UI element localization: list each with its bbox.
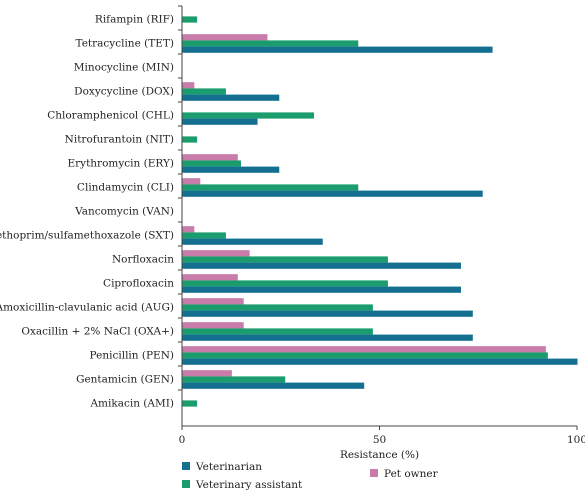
- category-label: Rifampin (RIF): [95, 14, 174, 26]
- bar-veterinarian-1: [182, 46, 493, 53]
- bar-veterinarian-7: [182, 190, 483, 197]
- category-label: Nitrofurantoin (NIT): [65, 134, 174, 146]
- bar-veterinarian-12: [182, 310, 473, 317]
- category-labels: Rifampin (RIF) Tetracycline (TET) Minocycl…: [0, 5, 182, 410]
- category-label: Trimethoprim/sulfamethoxazole (SXT): [0, 230, 174, 242]
- category-label: Oxacillin + 2% NaCl (OXA+): [21, 326, 174, 338]
- category-label: Penicillin (PEN): [90, 350, 174, 362]
- bar-veterinary-assistant-13: [182, 328, 373, 335]
- bar-pet-owner-3: [182, 82, 195, 89]
- category-label: Vancomycin (VAN): [74, 206, 174, 218]
- bar-pet-owner-6: [182, 154, 238, 161]
- bar-veterinary-assistant-7: [182, 184, 359, 191]
- bar-veterinary-assistant-11: [182, 280, 388, 287]
- bar-veterinary-assistant-4: [182, 112, 315, 119]
- x-axis-title: Resistance (%): [340, 449, 419, 461]
- x-tick-label: 50: [373, 434, 386, 446]
- bar-veterinary-assistant-10: [182, 256, 388, 263]
- bar-veterinarian-14: [182, 358, 578, 365]
- bar-veterinarian-3: [182, 94, 280, 101]
- legend-swatch: [182, 480, 190, 488]
- bar-veterinarian-11: [182, 286, 461, 293]
- bar-veterinarian-10: [182, 262, 461, 269]
- bar-veterinarian-13: [182, 334, 473, 341]
- bars-group: [182, 16, 578, 407]
- bar-veterinary-assistant-5: [182, 136, 198, 143]
- bar-pet-owner-13: [182, 322, 244, 329]
- category-label: Norfloxacin: [112, 254, 174, 266]
- legend: Veterinarian Veterinary assistant Pet owne…: [182, 461, 439, 491]
- bar-veterinary-assistant-1: [182, 40, 359, 47]
- bar-pet-owner-12: [182, 298, 244, 305]
- category-label: Clindamycin (CLI): [77, 182, 174, 194]
- legend-label: Pet owner: [384, 468, 439, 480]
- x-ticks: 0 50 100: [179, 426, 585, 446]
- bar-veterinary-assistant-3: [182, 88, 226, 95]
- category-label: Doxycycline (DOX): [74, 86, 174, 98]
- bar-pet-owner-15: [182, 370, 232, 377]
- legend-label: Veterinarian: [195, 461, 262, 473]
- bar-pet-owner-14: [182, 346, 546, 353]
- legend-swatch: [182, 462, 190, 470]
- category-label: Amikacin (AMI): [89, 398, 174, 410]
- bar-veterinary-assistant-16: [182, 400, 198, 407]
- bar-pet-owner-11: [182, 274, 238, 281]
- bar-veterinary-assistant-12: [182, 304, 373, 311]
- x-tick-label: 100: [567, 434, 585, 446]
- bar-veterinary-assistant-9: [182, 232, 226, 239]
- category-label: Minocycline (MIN): [74, 62, 174, 74]
- bar-veterinary-assistant-15: [182, 376, 286, 383]
- category-label: Erythromycin (ERY): [67, 158, 174, 170]
- category-label: Tetracycline (TET): [76, 38, 175, 50]
- bar-pet-owner-9: [182, 226, 195, 233]
- bar-pet-owner-10: [182, 250, 250, 257]
- x-tick-label: 0: [179, 434, 186, 446]
- category-label: Chloramphenicol (CHL): [47, 110, 174, 122]
- bar-veterinary-assistant-6: [182, 160, 241, 167]
- legend-label: Veterinary assistant: [195, 479, 303, 491]
- bar-pet-owner-1: [182, 34, 268, 41]
- bar-veterinary-assistant-14: [182, 352, 548, 359]
- category-label: Ciprofloxacin: [103, 278, 174, 290]
- bar-pet-owner-7: [182, 178, 201, 185]
- category-label: Amoxicillin-clavulanic acid (AUG): [0, 302, 174, 314]
- bar-veterinarian-4: [182, 118, 258, 125]
- bar-veterinarian-6: [182, 166, 280, 173]
- legend-swatch: [370, 469, 378, 477]
- bar-veterinary-assistant-0: [182, 16, 198, 23]
- category-label: Gentamicin (GEN): [76, 374, 174, 386]
- bar-veterinarian-15: [182, 382, 365, 389]
- bar-veterinarian-9: [182, 238, 323, 245]
